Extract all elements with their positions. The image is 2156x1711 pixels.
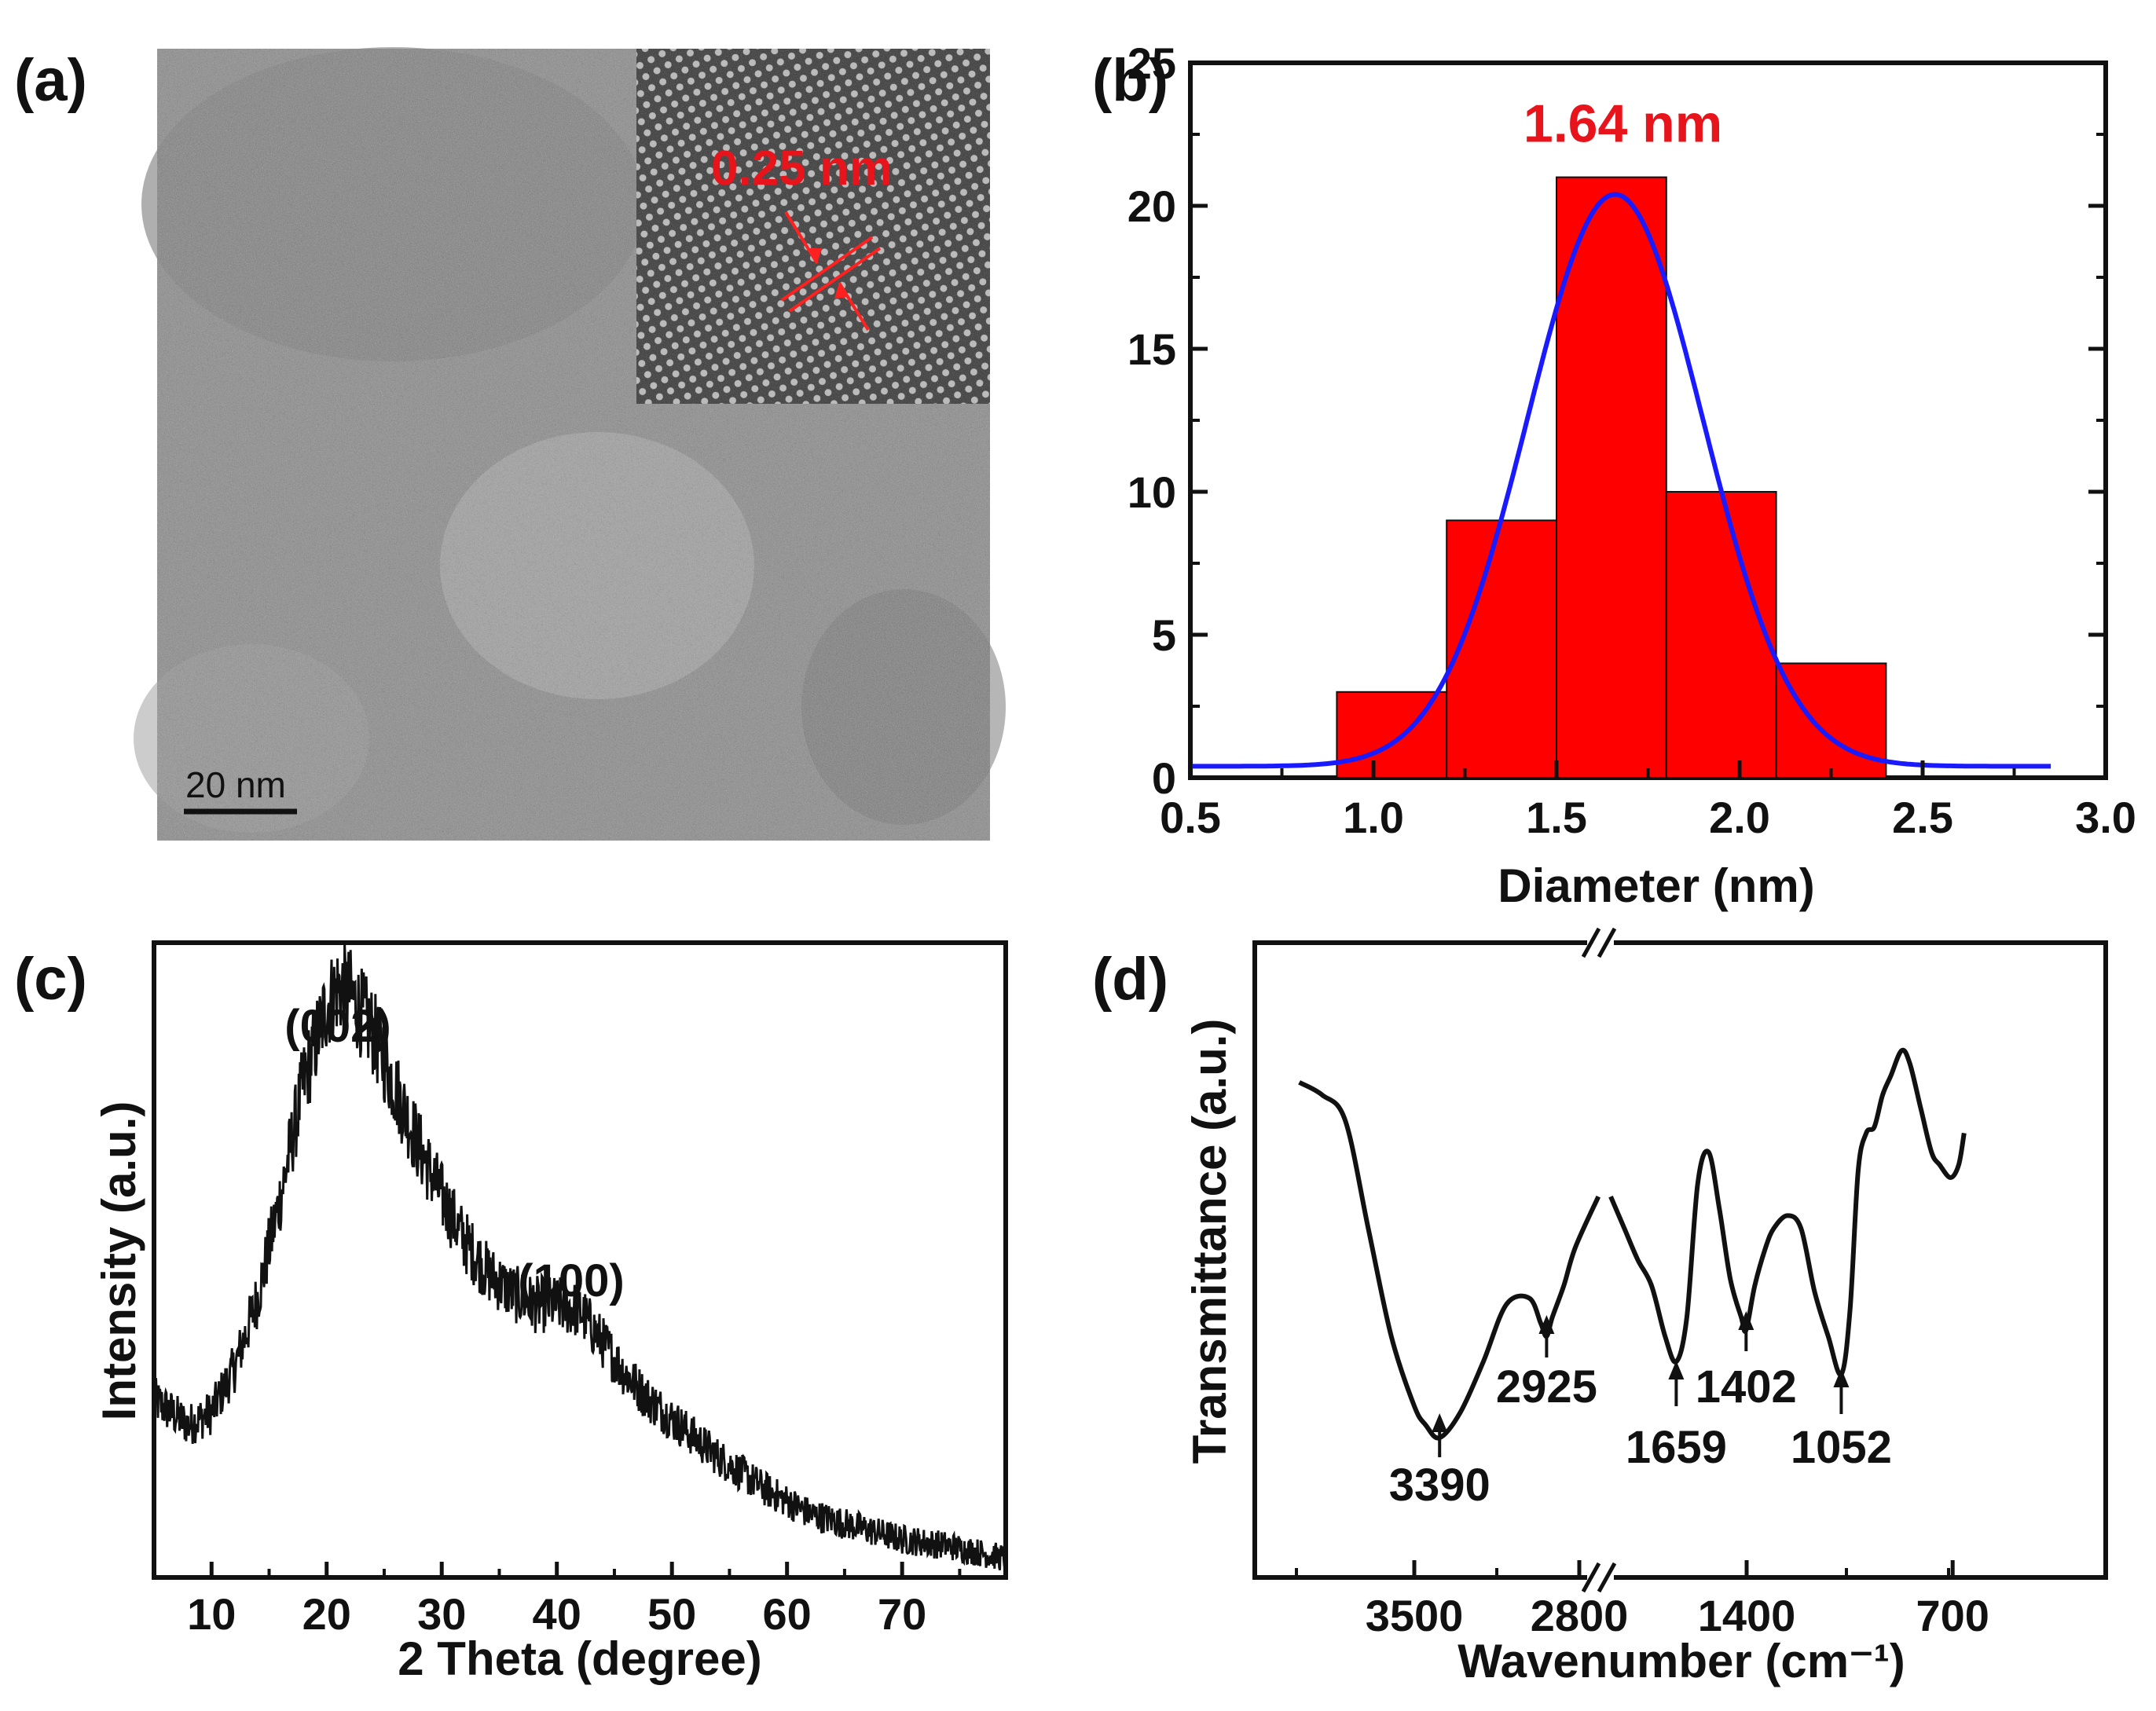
histogram-bar (1446, 519, 1557, 779)
panel-d-label: (d) (1092, 946, 1168, 1013)
histogram-bar (1556, 176, 1667, 779)
x-tick-label-b: 3.0 (2075, 793, 2136, 842)
panel-b-label: (b) (1092, 47, 1168, 114)
y-tick-label-b: 0 (1152, 753, 1176, 803)
plot-d-frame (1252, 940, 2108, 1580)
panel-b: (b) 0.5 1.0 1.5 2.0 2.5 3.0 0 5 10 15 20 25 1.64 nm… (1092, 38, 2136, 912)
lattice-fringe-line (788, 247, 882, 313)
panel-c: (c) 10 20 30 40 50 60 70 (002) (100) 2 Theta (… (14, 940, 1008, 1685)
plot-c-frame (152, 940, 1008, 1580)
peak-label-1402: 1402 (1696, 1361, 1797, 1412)
axis-break-bottom (1581, 1562, 1617, 1593)
scale-bar-label: 20 nm (185, 764, 286, 805)
axis-break-top (1581, 927, 1617, 958)
x-axis-title-b: Diameter (nm) (1498, 859, 1814, 912)
y-tick-label-b: 20 (1128, 181, 1176, 231)
y-tick-label-b: 10 (1128, 467, 1176, 517)
x-tick-label-b: 0.5 (1160, 793, 1221, 842)
ftir-spectrum-low (1608, 1047, 1967, 1377)
peak-arrow-head (1538, 1315, 1555, 1334)
peak-label-2925: 2925 (1496, 1361, 1597, 1412)
peak-label-002: (002) (284, 1001, 390, 1052)
x-tick-label-b: 2.5 (1892, 793, 1953, 842)
x-tick-label-b: 1.5 (1526, 793, 1587, 842)
xrd-pattern-line (152, 943, 1007, 1572)
peak-arrow-head (1668, 1361, 1685, 1379)
ftir-spectrum-high (1298, 1080, 1601, 1441)
y-axis-title-d: Transmittance (a.u.) (1183, 1019, 1236, 1464)
lattice-spacing-label: 0.25 nm (711, 141, 893, 196)
y-tick-label-b: 25 (1128, 38, 1176, 88)
x-tick-label-c: 70 (878, 1589, 926, 1639)
x-tick-label-c: 20 (302, 1589, 351, 1639)
y-axis-title-c: Intensity (a.u.) (93, 1101, 145, 1421)
x-tick-label-d: 700 (1916, 1591, 1989, 1640)
x-axis-title-d: Wavenumber (cm⁻¹) (1458, 1635, 1905, 1687)
x-tick-label-c: 30 (417, 1589, 466, 1639)
peak-label-100: (100) (518, 1255, 624, 1306)
y-tick-label-b: 5 (1152, 610, 1176, 660)
peak-arrow-head (1833, 1368, 1850, 1387)
x-tick-label-c: 40 (533, 1589, 581, 1639)
peak-label-3390: 3390 (1389, 1460, 1490, 1511)
panel-c-label: (c) (14, 946, 87, 1013)
y-tick-label-b: 15 (1128, 324, 1176, 374)
peak-arrow-head (1738, 1311, 1754, 1330)
peak-label-1052: 1052 (1791, 1422, 1892, 1473)
histogram-bar (1665, 491, 1777, 779)
x-tick-label-c: 50 (647, 1589, 696, 1639)
gaussian-fit-curve (1190, 192, 2052, 769)
x-tick-label-d: 3500 (1366, 1591, 1464, 1640)
x-axis-title-c: 2 Theta (degree) (398, 1632, 761, 1685)
x-tick-label-b: 1.0 (1343, 793, 1404, 842)
x-tick-label-b: 2.0 (1709, 793, 1770, 842)
peak-arrow-head (1432, 1413, 1448, 1432)
lattice-fringe-line (780, 236, 874, 302)
panel-a-label: (a) (14, 47, 87, 114)
x-tick-label-d: 2800 (1531, 1591, 1629, 1640)
x-tick-label-c: 60 (763, 1589, 812, 1639)
mean-diameter-label: 1.64 nm (1524, 94, 1722, 154)
histogram-bar (1775, 662, 1887, 779)
hrtem-inset: 0.25 nm (636, 49, 990, 404)
x-tick-label-d: 1400 (1698, 1591, 1796, 1640)
peak-label-1659: 1659 (1626, 1422, 1727, 1473)
x-tick-label-c: 10 (187, 1589, 236, 1639)
panel-a: (a) 0.25 nm 20 nm (14, 47, 1006, 841)
